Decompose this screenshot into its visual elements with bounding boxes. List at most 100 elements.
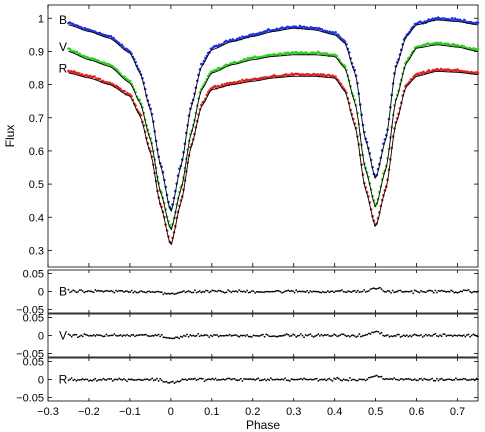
- data-point: [337, 33, 340, 37]
- residual-point: [466, 289, 468, 292]
- residual-point: [121, 290, 124, 292]
- residual-point: [372, 287, 375, 290]
- residual-point: [192, 291, 195, 294]
- residual-point: [333, 377, 336, 380]
- residual-point: [274, 378, 277, 381]
- residual-point: [198, 335, 201, 338]
- residual-point: [227, 334, 230, 337]
- residual-point: [92, 378, 95, 381]
- data-point: [123, 90, 126, 93]
- residual-point: [413, 289, 416, 292]
- residual-point: [352, 378, 354, 381]
- residual-point: [217, 378, 220, 381]
- residual-point: [257, 290, 260, 293]
- residual-point: [122, 291, 125, 293]
- residual-point: [181, 378, 184, 381]
- residual-point: [116, 290, 119, 293]
- residual-point: [439, 290, 441, 293]
- residual-point: [159, 377, 162, 380]
- residual-point: [108, 334, 111, 337]
- residual-point: [211, 377, 214, 380]
- residual-point: [269, 290, 272, 293]
- data-point: [334, 31, 337, 34]
- residual-point: [394, 335, 397, 337]
- data-point: [213, 84, 217, 88]
- residual-point: [224, 379, 226, 381]
- residual-point: [274, 335, 277, 338]
- residual-point: [368, 376, 370, 379]
- residual-point: [113, 291, 116, 294]
- residual-point: [398, 333, 400, 336]
- residual-point: [238, 335, 241, 338]
- residual-point: [69, 334, 71, 337]
- residual-point: [149, 291, 152, 294]
- residual-point: [366, 378, 369, 381]
- residual-point: [184, 291, 187, 294]
- residual-point: [238, 289, 241, 292]
- residual-point: [413, 333, 416, 336]
- residual-point: [417, 334, 419, 337]
- residual-point: [96, 333, 98, 336]
- residual-point: [409, 290, 411, 293]
- residual-point: [349, 335, 351, 338]
- residual-point: [288, 290, 291, 293]
- residual-point: [339, 289, 342, 292]
- y-tick-label: 0.5: [29, 179, 44, 191]
- residual-point: [439, 334, 441, 337]
- residual-point: [122, 334, 125, 337]
- residual-point: [453, 378, 456, 381]
- residual-point: [296, 378, 299, 381]
- residual-point: [151, 290, 154, 293]
- residual-point: [434, 332, 437, 335]
- residual-point: [407, 377, 410, 380]
- residual-point: [374, 375, 377, 377]
- residual-point: [385, 290, 388, 293]
- residual-point: [377, 331, 380, 333]
- residual-point: [345, 379, 348, 381]
- residual-point: [388, 378, 391, 380]
- residual-point: [178, 380, 181, 383]
- residual-point: [73, 290, 76, 292]
- residual-point: [453, 334, 456, 337]
- residual-point: [220, 334, 223, 337]
- residual-point: [428, 333, 430, 336]
- residual-point: [83, 291, 86, 294]
- residual-point: [268, 290, 271, 293]
- residual-point: [361, 290, 364, 293]
- residual-point: [73, 378, 76, 381]
- residual-point: [241, 290, 244, 293]
- residual-point: [281, 291, 283, 294]
- residual-point: [462, 334, 465, 337]
- residual-point: [339, 379, 342, 381]
- residual-point: [200, 334, 203, 337]
- residual-point: [145, 333, 147, 336]
- residual-point: [145, 378, 147, 381]
- residual-point: [200, 291, 203, 294]
- residual-point: [263, 378, 266, 381]
- residual-point: [228, 333, 231, 336]
- series-B: [67, 16, 480, 213]
- residual-point: [115, 334, 117, 337]
- residual-point: [217, 335, 220, 338]
- residual-point: [459, 334, 462, 337]
- residual-point: [417, 379, 419, 382]
- residual-point: [315, 334, 318, 337]
- x-tick-label: 0.2: [245, 406, 260, 418]
- residual-point: [232, 290, 234, 293]
- residual-point: [284, 290, 286, 293]
- residual-point: [179, 335, 182, 338]
- residual-point: [323, 334, 326, 336]
- residual-point: [69, 378, 71, 381]
- residual-point: [115, 289, 117, 292]
- data-point: [334, 75, 337, 78]
- residual-point: [94, 335, 97, 337]
- residual-point: [279, 335, 282, 337]
- residual-point: [157, 290, 160, 293]
- residual-point: [284, 334, 286, 336]
- residual-point: [477, 290, 479, 293]
- residual-point: [110, 378, 113, 380]
- residual-point: [271, 290, 274, 293]
- residual-point: [88, 379, 90, 382]
- residual-point: [107, 378, 109, 380]
- residual-point: [67, 288, 70, 291]
